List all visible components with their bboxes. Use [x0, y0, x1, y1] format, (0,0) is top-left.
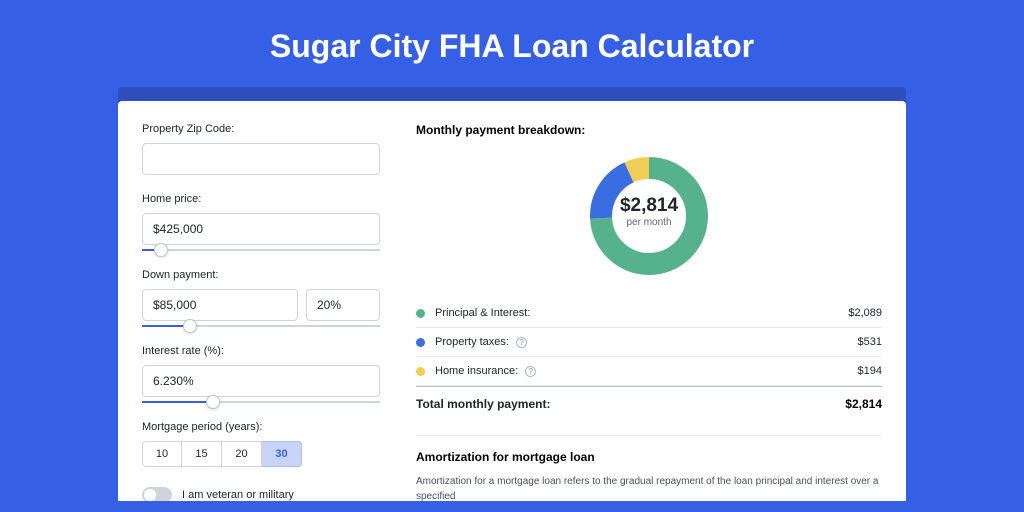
down-payment-field-group: Down payment: [142, 269, 398, 327]
legend-row-insurance: Home insurance: ? $194 [416, 357, 882, 386]
total-value: $2,814 [845, 397, 882, 411]
total-label: Total monthly payment: [416, 397, 845, 411]
home-price-slider[interactable] [142, 249, 380, 251]
donut-center-amount: $2,814 [609, 195, 689, 217]
legend-label-text: Home insurance: [435, 365, 518, 377]
period-field-group: Mortgage period (years): 10 15 20 30 [142, 421, 398, 467]
period-option-20[interactable]: 20 [222, 441, 262, 467]
donut-center-sub: per month [609, 217, 689, 228]
slider-thumb[interactable] [183, 319, 197, 333]
legend-dot-icon [416, 367, 425, 376]
legend-label: Home insurance: ? [435, 365, 858, 377]
period-label: Mortgage period (years): [142, 421, 398, 433]
help-icon[interactable]: ? [525, 366, 536, 377]
toggle-knob [144, 489, 156, 501]
legend-value: $194 [858, 365, 882, 377]
down-payment-percent-input[interactable] [306, 289, 380, 321]
veteran-toggle-row: I am veteran or military [142, 487, 398, 501]
form-column: Property Zip Code: Home price: Down paym… [118, 101, 398, 501]
breakdown-column: Monthly payment breakdown: $2,814 per mo… [398, 101, 906, 501]
legend-value: $2,089 [848, 307, 882, 319]
legend-value: $531 [858, 336, 882, 348]
legend-label-text: Property taxes: [435, 336, 509, 348]
legend-row-principal: Principal & Interest: $2,089 [416, 299, 882, 328]
donut-chart-wrap: $2,814 per month [416, 151, 882, 281]
interest-label: Interest rate (%): [142, 345, 398, 357]
interest-slider[interactable] [142, 401, 380, 403]
breakdown-title: Monthly payment breakdown: [416, 123, 882, 137]
zip-field-group: Property Zip Code: [142, 123, 398, 175]
home-price-field-group: Home price: [142, 193, 398, 251]
home-price-label: Home price: [142, 193, 398, 205]
page-title: Sugar City FHA Loan Calculator [0, 0, 1024, 87]
donut-chart: $2,814 per month [584, 151, 714, 281]
card-frame: Property Zip Code: Home price: Down paym… [118, 87, 906, 501]
veteran-label: I am veteran or military [182, 489, 294, 501]
period-button-group: 10 15 20 30 [142, 441, 398, 467]
zip-input[interactable] [142, 143, 380, 175]
down-payment-slider[interactable] [142, 325, 380, 327]
zip-label: Property Zip Code: [142, 123, 398, 135]
slider-thumb[interactable] [206, 395, 220, 409]
home-price-input[interactable] [142, 213, 380, 245]
slider-thumb[interactable] [154, 243, 168, 257]
slider-fill [142, 401, 213, 403]
interest-field-group: Interest rate (%): [142, 345, 398, 403]
period-option-30[interactable]: 30 [262, 441, 302, 467]
down-payment-input[interactable] [142, 289, 298, 321]
legend-row-taxes: Property taxes: ? $531 [416, 328, 882, 357]
period-option-15[interactable]: 15 [182, 441, 222, 467]
divider [416, 435, 882, 436]
legend-label: Property taxes: ? [435, 336, 858, 348]
interest-input[interactable] [142, 365, 380, 397]
period-option-10[interactable]: 10 [142, 441, 182, 467]
veteran-toggle[interactable] [142, 487, 172, 501]
legend-label: Principal & Interest: [435, 307, 848, 319]
legend-total-row: Total monthly payment: $2,814 [416, 386, 882, 421]
legend-dot-icon [416, 338, 425, 347]
amortization-title: Amortization for mortgage loan [416, 450, 882, 464]
legend-dot-icon [416, 309, 425, 318]
amortization-text: Amortization for a mortgage loan refers … [416, 474, 882, 501]
calculator-card: Property Zip Code: Home price: Down paym… [118, 101, 906, 501]
down-payment-label: Down payment: [142, 269, 398, 281]
help-icon[interactable]: ? [516, 337, 527, 348]
